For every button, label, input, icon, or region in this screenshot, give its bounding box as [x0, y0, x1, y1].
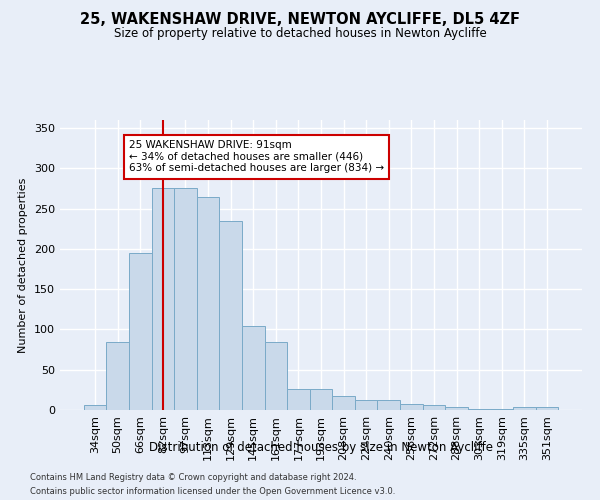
Text: Distribution of detached houses by size in Newton Aycliffe: Distribution of detached houses by size …: [149, 441, 493, 454]
Bar: [174, 188, 197, 410]
Bar: [197, 196, 220, 410]
Y-axis label: Number of detached properties: Number of detached properties: [19, 178, 28, 352]
Bar: [84, 405, 106, 410]
Bar: [355, 400, 377, 410]
Bar: [468, 409, 490, 410]
Bar: [220, 220, 242, 410]
Bar: [445, 407, 468, 410]
Bar: [310, 389, 332, 410]
Bar: [490, 409, 513, 410]
Bar: [152, 188, 174, 410]
Text: Contains HM Land Registry data © Crown copyright and database right 2024.: Contains HM Land Registry data © Crown c…: [30, 473, 356, 482]
Text: 25 WAKENSHAW DRIVE: 91sqm
← 34% of detached houses are smaller (446)
63% of semi: 25 WAKENSHAW DRIVE: 91sqm ← 34% of detac…: [129, 140, 384, 173]
Bar: [377, 400, 400, 410]
Bar: [106, 342, 129, 410]
Bar: [332, 396, 355, 410]
Bar: [129, 253, 152, 410]
Bar: [513, 407, 536, 410]
Text: Size of property relative to detached houses in Newton Aycliffe: Size of property relative to detached ho…: [113, 28, 487, 40]
Bar: [422, 405, 445, 410]
Bar: [536, 407, 558, 410]
Text: 25, WAKENSHAW DRIVE, NEWTON AYCLIFFE, DL5 4ZF: 25, WAKENSHAW DRIVE, NEWTON AYCLIFFE, DL…: [80, 12, 520, 28]
Bar: [242, 326, 265, 410]
Text: Contains public sector information licensed under the Open Government Licence v3: Contains public sector information licen…: [30, 486, 395, 496]
Bar: [400, 404, 422, 410]
Bar: [265, 342, 287, 410]
Bar: [287, 389, 310, 410]
